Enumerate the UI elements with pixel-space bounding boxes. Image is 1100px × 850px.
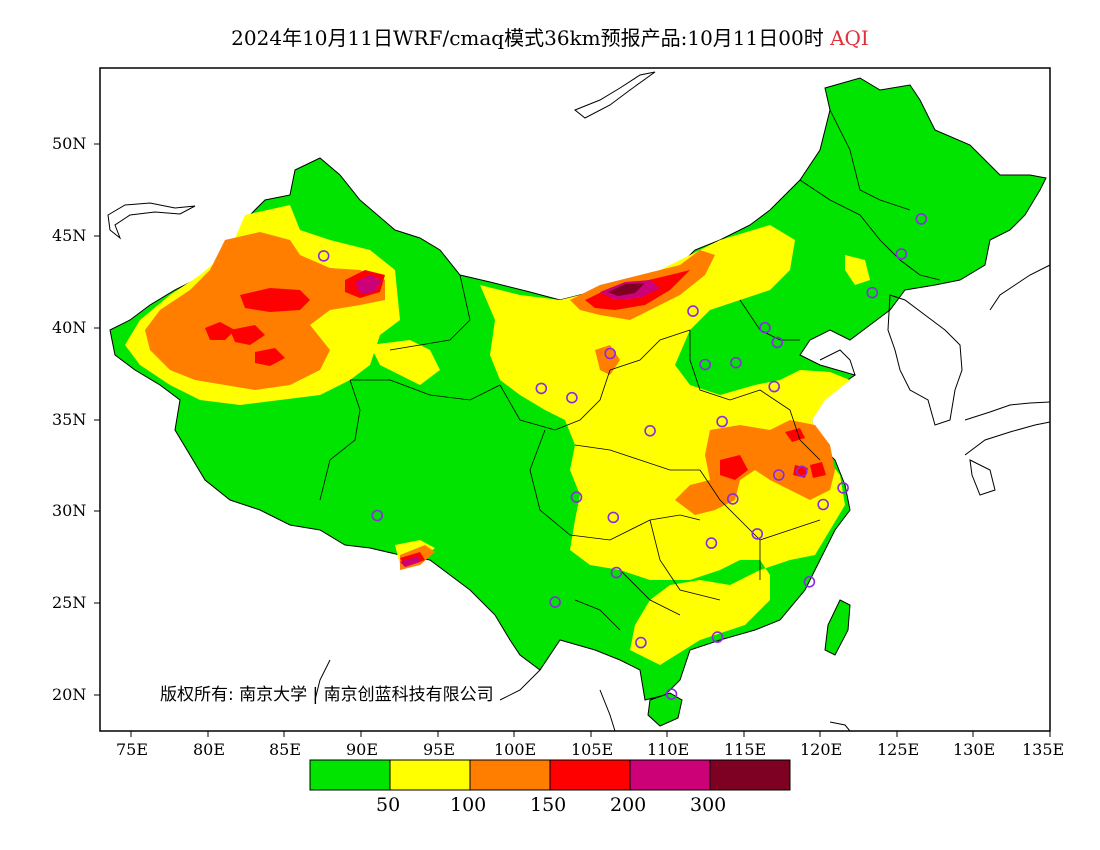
title-main: 2024年10月11日WRF/cmaq模式36km预报产品:10月11日00时: [231, 26, 824, 50]
legend-swatch: [470, 760, 550, 790]
aqi-purple-zones: [355, 275, 660, 567]
lat-label: 40N: [52, 318, 87, 337]
station-marker: [803, 575, 816, 588]
lat-label: 25N: [52, 593, 87, 612]
station-marker: [759, 321, 771, 334]
station-marker: [768, 380, 781, 393]
axis-ticks: [94, 143, 1051, 737]
station-marker: [716, 415, 728, 428]
legend-bar: [309, 759, 791, 791]
legend-swatch: [630, 760, 710, 790]
station-marker: [895, 248, 908, 260]
title-variable: AQI: [830, 26, 869, 50]
legend-swatch: [710, 760, 790, 790]
station-marker: [915, 213, 928, 225]
station-marker: [751, 528, 764, 540]
station-marker: [772, 469, 785, 481]
lon-label: 130E: [953, 740, 996, 759]
station-marker: [711, 631, 724, 643]
province-borders: [319, 109, 941, 631]
station-marker: [610, 566, 623, 579]
lon-label: 110E: [647, 740, 690, 759]
station-marker: [795, 465, 808, 478]
lat-label: 50N: [52, 134, 87, 153]
lat-label: 35N: [52, 410, 87, 429]
station-marker: [771, 336, 784, 349]
station-marker: [371, 509, 384, 522]
lon-label: 75E: [116, 740, 149, 759]
station-marker: [837, 482, 849, 494]
station-marker: [549, 596, 561, 608]
lon-label: 115E: [724, 740, 767, 759]
lon-label: 80E: [193, 740, 226, 759]
legend-label: 200: [610, 794, 647, 816]
station-marker: [604, 347, 617, 360]
station-marker: [570, 491, 583, 503]
copyright-text: 版权所有: 南京大学 | 南京创蓝科技有限公司: [160, 685, 494, 705]
station-marker: [726, 493, 739, 505]
station-marker: [705, 537, 718, 549]
station-markers: [317, 213, 928, 701]
map-title: 2024年10月11日WRF/cmaq模式36km预报产品:10月11日00时 …: [0, 22, 1100, 51]
station-marker: [635, 636, 647, 649]
station-marker: [607, 511, 620, 524]
station-marker: [699, 358, 712, 371]
taiwan-land: [824, 599, 851, 656]
station-marker: [644, 424, 656, 437]
hainan-land: [647, 692, 683, 727]
station-marker: [566, 391, 578, 404]
station-marker: [535, 382, 548, 395]
legend-swatch: [310, 760, 390, 790]
lat-label: 30N: [52, 501, 87, 520]
lon-label: 120E: [800, 740, 843, 759]
lon-label: 125E: [877, 740, 920, 759]
station-marker: [817, 498, 830, 511]
station-marker: [317, 250, 330, 262]
map-frame: [99, 67, 1051, 732]
lat-label: 45N: [52, 226, 87, 245]
lon-label: 100E: [494, 740, 537, 759]
lon-label: 95E: [423, 740, 456, 759]
lon-label: 85E: [269, 740, 302, 759]
lat-label: 20N: [52, 685, 87, 704]
lon-label: 105E: [571, 740, 614, 759]
legend-swatch: [390, 760, 470, 790]
coastlines: [107, 71, 1051, 732]
legend-label: 100: [450, 794, 487, 816]
lon-label: 135E: [1022, 740, 1065, 759]
legend-label: 150: [530, 794, 567, 816]
station-marker: [687, 305, 699, 317]
station-marker: [866, 286, 879, 299]
legend-swatch: [550, 760, 630, 790]
lon-label: 90E: [346, 740, 379, 759]
legend-label: 300: [690, 794, 727, 816]
station-marker: [730, 356, 742, 369]
station-marker: [665, 688, 678, 701]
legend-label: 50: [376, 794, 401, 816]
